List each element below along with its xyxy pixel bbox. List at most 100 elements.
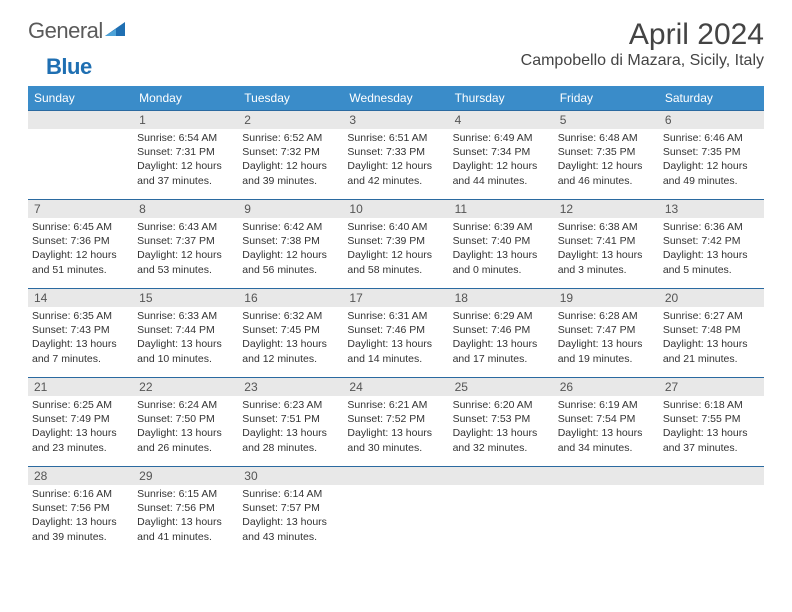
week-row: Sunrise: 6:45 AMSunset: 7:36 PMDaylight:… [28, 218, 764, 288]
day-number: 30 [238, 467, 343, 485]
daynum-row: 78910111213 [28, 199, 764, 218]
daylight-text: Daylight: 13 hours and 0 minutes. [453, 248, 550, 276]
day-number: 8 [133, 200, 238, 218]
day-cell: Sunrise: 6:21 AMSunset: 7:52 PMDaylight:… [343, 396, 448, 466]
day-cell: Sunrise: 6:28 AMSunset: 7:47 PMDaylight:… [554, 307, 659, 377]
daylight-text: Daylight: 13 hours and 32 minutes. [453, 426, 550, 454]
day-number [659, 467, 764, 485]
daylight-text: Daylight: 13 hours and 28 minutes. [242, 426, 339, 454]
day-cell: Sunrise: 6:51 AMSunset: 7:33 PMDaylight:… [343, 129, 448, 199]
sunrise-text: Sunrise: 6:36 AM [663, 220, 760, 234]
day-number: 12 [554, 200, 659, 218]
sunset-text: Sunset: 7:43 PM [32, 323, 129, 337]
sunrise-text: Sunrise: 6:49 AM [453, 131, 550, 145]
sunset-text: Sunset: 7:49 PM [32, 412, 129, 426]
daylight-text: Daylight: 13 hours and 41 minutes. [137, 515, 234, 543]
weeks-container: 123456Sunrise: 6:54 AMSunset: 7:31 PMDay… [28, 110, 764, 555]
dow-tue: Tuesday [238, 86, 343, 110]
dow-fri: Friday [554, 86, 659, 110]
day-cell: Sunrise: 6:25 AMSunset: 7:49 PMDaylight:… [28, 396, 133, 466]
sunset-text: Sunset: 7:41 PM [558, 234, 655, 248]
week-row: Sunrise: 6:35 AMSunset: 7:43 PMDaylight:… [28, 307, 764, 377]
sunrise-text: Sunrise: 6:16 AM [32, 487, 129, 501]
sunset-text: Sunset: 7:45 PM [242, 323, 339, 337]
day-number: 5 [554, 111, 659, 129]
day-cell: Sunrise: 6:52 AMSunset: 7:32 PMDaylight:… [238, 129, 343, 199]
sunrise-text: Sunrise: 6:46 AM [663, 131, 760, 145]
daylight-text: Daylight: 13 hours and 5 minutes. [663, 248, 760, 276]
dow-row: Sunday Monday Tuesday Wednesday Thursday… [28, 86, 764, 110]
daylight-text: Daylight: 13 hours and 19 minutes. [558, 337, 655, 365]
sunset-text: Sunset: 7:35 PM [663, 145, 760, 159]
day-cell: Sunrise: 6:19 AMSunset: 7:54 PMDaylight:… [554, 396, 659, 466]
dow-sun: Sunday [28, 86, 133, 110]
sunrise-text: Sunrise: 6:21 AM [347, 398, 444, 412]
sunset-text: Sunset: 7:56 PM [32, 501, 129, 515]
sunrise-text: Sunrise: 6:35 AM [32, 309, 129, 323]
daylight-text: Daylight: 12 hours and 46 minutes. [558, 159, 655, 187]
day-cell: Sunrise: 6:14 AMSunset: 7:57 PMDaylight:… [238, 485, 343, 555]
day-number: 17 [343, 289, 448, 307]
day-number: 21 [28, 378, 133, 396]
day-number: 24 [343, 378, 448, 396]
daylight-text: Daylight: 12 hours and 39 minutes. [242, 159, 339, 187]
day-cell: Sunrise: 6:24 AMSunset: 7:50 PMDaylight:… [133, 396, 238, 466]
daylight-text: Daylight: 13 hours and 21 minutes. [663, 337, 760, 365]
sunrise-text: Sunrise: 6:42 AM [242, 220, 339, 234]
daylight-text: Daylight: 13 hours and 34 minutes. [558, 426, 655, 454]
day-number: 9 [238, 200, 343, 218]
day-cell: Sunrise: 6:43 AMSunset: 7:37 PMDaylight:… [133, 218, 238, 288]
title-block: April 2024 Campobello di Mazara, Sicily,… [521, 18, 764, 70]
daylight-text: Daylight: 12 hours and 58 minutes. [347, 248, 444, 276]
day-number: 7 [28, 200, 133, 218]
daylight-text: Daylight: 13 hours and 3 minutes. [558, 248, 655, 276]
sunset-text: Sunset: 7:52 PM [347, 412, 444, 426]
daylight-text: Daylight: 12 hours and 56 minutes. [242, 248, 339, 276]
daylight-text: Daylight: 13 hours and 26 minutes. [137, 426, 234, 454]
calendar: Sunday Monday Tuesday Wednesday Thursday… [28, 86, 764, 555]
sunset-text: Sunset: 7:33 PM [347, 145, 444, 159]
daynum-row: 123456 [28, 110, 764, 129]
sunrise-text: Sunrise: 6:45 AM [32, 220, 129, 234]
day-number: 13 [659, 200, 764, 218]
sunrise-text: Sunrise: 6:20 AM [453, 398, 550, 412]
daynum-row: 282930 [28, 466, 764, 485]
day-number: 11 [449, 200, 554, 218]
day-number [28, 111, 133, 129]
day-number: 6 [659, 111, 764, 129]
sunrise-text: Sunrise: 6:15 AM [137, 487, 234, 501]
daylight-text: Daylight: 13 hours and 17 minutes. [453, 337, 550, 365]
day-number [554, 467, 659, 485]
day-number: 10 [343, 200, 448, 218]
day-number: 26 [554, 378, 659, 396]
day-cell: Sunrise: 6:16 AMSunset: 7:56 PMDaylight:… [28, 485, 133, 555]
sunrise-text: Sunrise: 6:31 AM [347, 309, 444, 323]
daylight-text: Daylight: 12 hours and 51 minutes. [32, 248, 129, 276]
sunset-text: Sunset: 7:39 PM [347, 234, 444, 248]
sunset-text: Sunset: 7:50 PM [137, 412, 234, 426]
sunset-text: Sunset: 7:42 PM [663, 234, 760, 248]
day-number: 28 [28, 467, 133, 485]
logo-text-blue: Blue [46, 54, 92, 80]
daylight-text: Daylight: 13 hours and 10 minutes. [137, 337, 234, 365]
day-cell [28, 129, 133, 199]
month-title: April 2024 [521, 18, 764, 52]
day-cell [343, 485, 448, 555]
daylight-text: Daylight: 13 hours and 7 minutes. [32, 337, 129, 365]
daylight-text: Daylight: 12 hours and 42 minutes. [347, 159, 444, 187]
day-number: 25 [449, 378, 554, 396]
sunrise-text: Sunrise: 6:14 AM [242, 487, 339, 501]
sunset-text: Sunset: 7:46 PM [453, 323, 550, 337]
sunset-text: Sunset: 7:57 PM [242, 501, 339, 515]
day-cell [659, 485, 764, 555]
sunset-text: Sunset: 7:40 PM [453, 234, 550, 248]
day-number: 1 [133, 111, 238, 129]
sunrise-text: Sunrise: 6:27 AM [663, 309, 760, 323]
daylight-text: Daylight: 13 hours and 23 minutes. [32, 426, 129, 454]
week-row: Sunrise: 6:54 AMSunset: 7:31 PMDaylight:… [28, 129, 764, 199]
sunrise-text: Sunrise: 6:25 AM [32, 398, 129, 412]
day-number: 18 [449, 289, 554, 307]
sunset-text: Sunset: 7:48 PM [663, 323, 760, 337]
sunrise-text: Sunrise: 6:33 AM [137, 309, 234, 323]
day-number: 2 [238, 111, 343, 129]
